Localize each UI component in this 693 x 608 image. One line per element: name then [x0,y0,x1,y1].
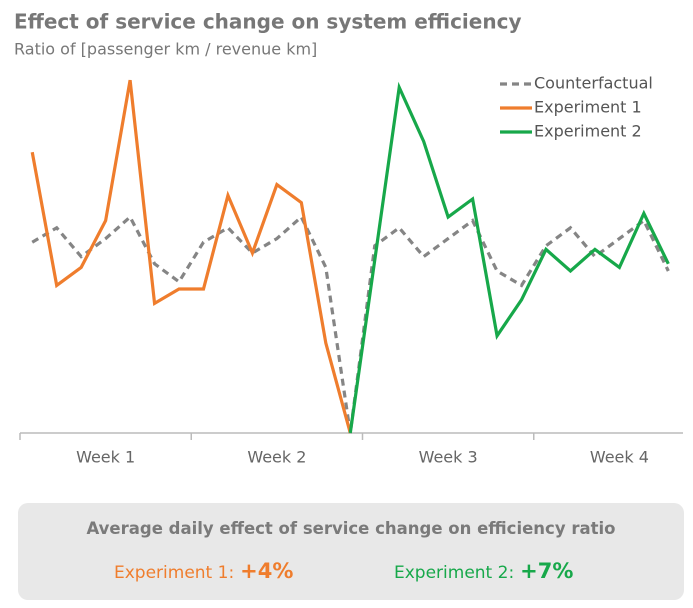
x-tick-label: Week 2 [247,448,306,467]
chart-title: Effect of service change on system effic… [14,10,521,34]
summary-box: Average daily effect of service change o… [18,503,684,600]
chart: Effect of service change on system effic… [14,10,683,467]
x-tick-label: Week 4 [590,448,649,467]
series-line [30,79,352,434]
summary-item: Experiment 2: +7% [394,559,573,583]
summary-title: Average daily effect of service change o… [86,519,616,538]
x-tick-label: Week 3 [419,448,478,467]
summary-value: +4% [240,559,294,583]
series-line [348,81,670,434]
legend-label: Experiment 2 [534,122,642,141]
summary-label: Experiment 1: [114,563,235,583]
chart-subtitle: Ratio of [passenger km / revenue km] [14,40,317,59]
x-tick-label: Week 1 [76,448,135,467]
legend-label: Counterfactual [534,74,653,93]
summary-item: Experiment 1: +4% [114,559,293,583]
summary-label: Experiment 2: [394,563,515,583]
summary-value: +7% [520,559,574,583]
series-line [31,214,670,434]
legend-label: Experiment 1 [534,98,642,117]
